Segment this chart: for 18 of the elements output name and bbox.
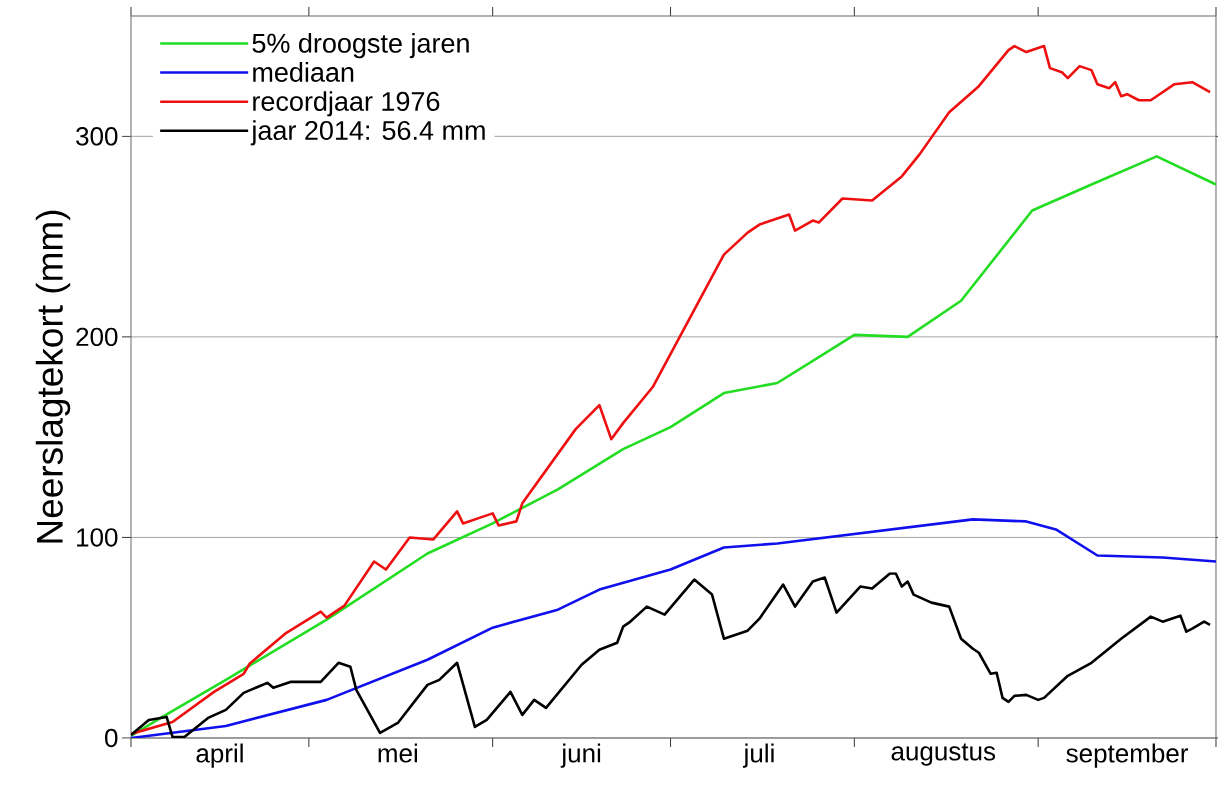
y-axis-title: Neerslagtekort (mm) [35, 210, 71, 543]
y-tick-label: 0 [105, 728, 118, 748]
y-tick-label: 200 [76, 327, 118, 347]
y-tick-label: 300 [76, 127, 118, 146]
x-tick-label: augustus [891, 743, 996, 766]
y-tick-label: 100 [77, 528, 118, 547]
legend-label: 5% droogste jaren [252, 33, 469, 59]
x-tick-label: mei [378, 743, 418, 763]
legend-label: recordjaar 1976 [253, 91, 440, 117]
x-tick-label: april [196, 743, 243, 768]
line-series [131, 155, 1216, 738]
line-series [131, 572, 1212, 738]
x-tick-label: juni [560, 743, 601, 768]
x-tick-label: juli [742, 743, 774, 768]
line-series [131, 518, 1216, 738]
legend-label: mediaan [253, 62, 354, 82]
legend-label: jaar 2014: 56.4 mm [250, 120, 485, 146]
x-tick-label: september [1066, 743, 1189, 768]
